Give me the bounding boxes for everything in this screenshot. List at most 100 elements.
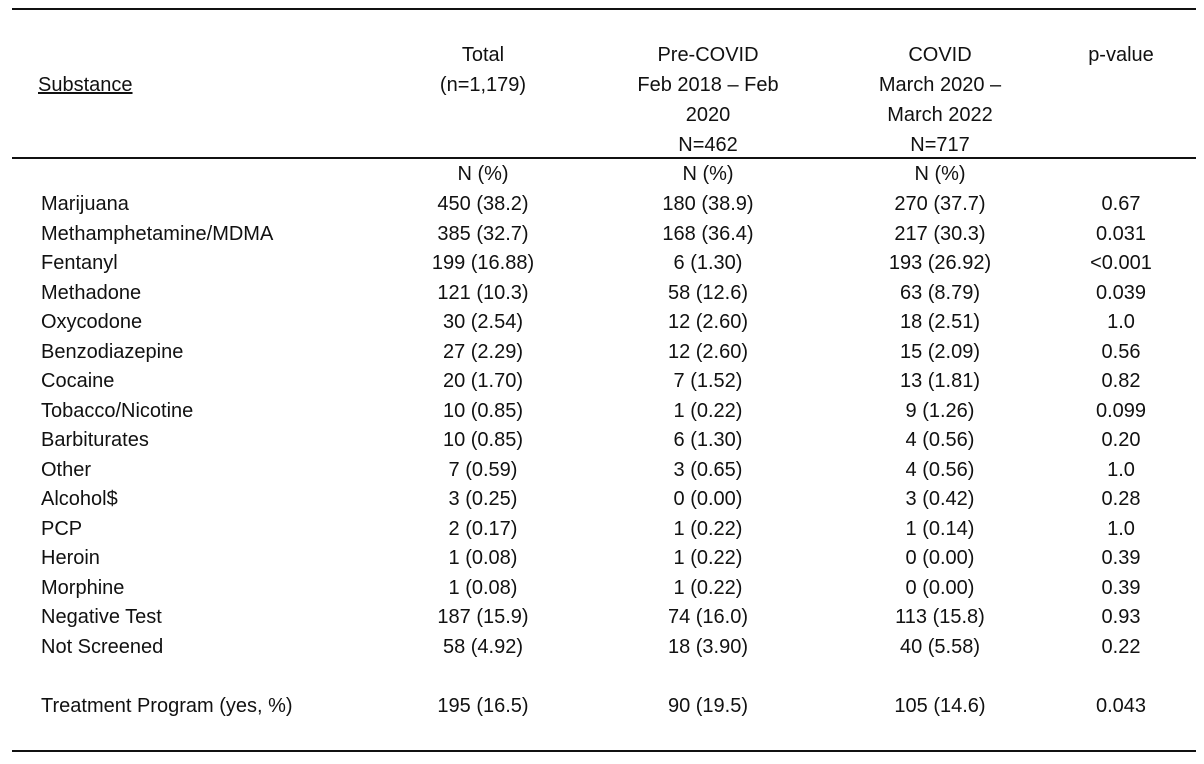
cell-pvalue: 0.043 <box>1095 695 1147 717</box>
cell-pvalue: 0.20 <box>1101 429 1141 451</box>
cell-pvalue: 1.0 <box>1107 517 1135 540</box>
cell-pvalue: 1.0 <box>1107 311 1135 333</box>
table-row: Heroin 1 (0.08) 1 (0.22) 0 (0.00) 0.39 <box>0 544 1204 574</box>
cell-substance: Methadone <box>41 281 142 304</box>
header-substance: Substance <box>38 74 133 96</box>
units-pre-covid: N (%) <box>682 163 734 185</box>
table-row: PCP 2 (0.17) 1 (0.22) 1 (0.14) 1.0 <box>0 515 1204 545</box>
table-row: Negative Test 187 (15.9) 74 (16.0) 113 (… <box>0 603 1204 633</box>
treatment-row: Treatment Program (yes, %) 195 (16.5) 90… <box>0 692 1204 722</box>
header-covid-line: N=717 <box>910 134 970 156</box>
cell-pvalue: 0.39 <box>1101 576 1141 599</box>
header-covid: COVID March 2020 – March 2022 N=717 <box>840 40 1040 160</box>
cell-pvalue: 0.67 <box>1101 193 1141 215</box>
cell-total: 10 (0.85) <box>442 429 524 451</box>
cell-total: 2 (0.17) <box>448 517 518 540</box>
header-pre-covid-line: Pre-COVID <box>657 44 759 66</box>
table-row: Tobacco/Nicotine 10 (0.85) 1 (0.22) 9 (1… <box>0 397 1204 427</box>
cell-pre-covid: 1 (0.22) <box>673 517 743 540</box>
cell-pre-covid: 1 (0.22) <box>673 547 743 569</box>
cell-total: 1 (0.08) <box>448 547 518 569</box>
header-pre-covid-line: N=462 <box>678 134 738 156</box>
cell-pre-covid: 58 (12.6) <box>667 281 749 304</box>
cell-total: 121 (10.3) <box>437 281 529 304</box>
cell-pvalue: 0.22 <box>1101 635 1141 658</box>
cell-pre-covid: 168 (36.4) <box>662 222 754 245</box>
cell-substance: Marijuana <box>41 193 129 215</box>
cell-total: 187 (15.9) <box>437 606 529 628</box>
cell-total: 199 (16.88) <box>431 252 535 274</box>
cell-total: 195 (16.5) <box>437 695 529 717</box>
cell-total: 385 (32.7) <box>437 222 529 245</box>
header-pre-covid: Pre-COVID Feb 2018 – Feb 2020 N=462 <box>608 40 808 160</box>
header-total-line: (n=1,179) <box>439 74 527 96</box>
cell-substance: Morphine <box>41 576 125 599</box>
cell-covid: 217 (30.3) <box>894 222 986 245</box>
cell-pre-covid: 12 (2.60) <box>667 340 749 363</box>
cell-pre-covid: 74 (16.0) <box>667 606 749 628</box>
header-bottom-rule <box>12 157 1196 159</box>
table-row: Oxycodone 30 (2.54) 12 (2.60) 18 (2.51) … <box>0 308 1204 338</box>
header-total-line: Total <box>461 44 505 66</box>
cell-covid: 63 (8.79) <box>899 281 981 304</box>
cell-substance: Negative Test <box>41 606 162 628</box>
cell-covid: 113 (15.8) <box>895 606 985 628</box>
cell-total: 30 (2.54) <box>442 311 524 333</box>
table-row: Fentanyl 199 (16.88) 6 (1.30) 193 (26.92… <box>0 249 1204 279</box>
cell-substance: Benzodiazepine <box>41 340 184 363</box>
cell-pre-covid: 1 (0.22) <box>673 576 743 599</box>
cell-pre-covid: 6 (1.30) <box>673 252 743 274</box>
cell-substance: Methamphetamine/MDMA <box>41 222 274 245</box>
header-covid-line: March 2020 – <box>878 74 1002 96</box>
cell-covid: 9 (1.26) <box>905 399 975 422</box>
table-row: Benzodiazepine 27 (2.29) 12 (2.60) 15 (2… <box>0 338 1204 368</box>
cell-substance: Barbiturates <box>41 429 149 451</box>
cell-substance: Alcohol$ <box>41 488 118 510</box>
table-row: Methamphetamine/MDMA 385 (32.7) 168 (36.… <box>0 220 1204 250</box>
cell-covid: 193 (26.92) <box>888 252 992 274</box>
header-pvalue-line: p-value <box>1088 44 1154 66</box>
header-covid-line: March 2022 <box>887 104 993 126</box>
cell-pvalue: 0.82 <box>1101 370 1141 392</box>
cell-covid: 4 (0.56) <box>905 458 975 481</box>
cell-substance: Fentanyl <box>41 252 118 274</box>
header-total: Total (n=1,179) <box>383 40 583 100</box>
cell-pre-covid: 180 (38.9) <box>662 193 754 215</box>
cell-pre-covid: 18 (3.90) <box>667 635 749 658</box>
cell-substance: Tobacco/Nicotine <box>41 399 194 422</box>
cell-substance: Heroin <box>41 547 100 569</box>
cell-covid: 3 (0.42) <box>905 488 975 510</box>
cell-pvalue: 0.93 <box>1101 606 1141 628</box>
table-row: Other 7 (0.59) 3 (0.65) 4 (0.56) 1.0 <box>0 456 1204 486</box>
cell-pvalue: 0.039 <box>1095 281 1147 304</box>
cell-pre-covid: 12 (2.60) <box>667 311 749 333</box>
table-row: Morphine 1 (0.08) 1 (0.22) 0 (0.00) 0.39 <box>0 574 1204 604</box>
cell-pvalue: <0.001 <box>1090 252 1152 274</box>
cell-pre-covid: 1 (0.22) <box>673 399 743 422</box>
cell-covid: 13 (1.81) <box>899 370 981 392</box>
cell-covid: 0 (0.00) <box>905 576 975 599</box>
cell-pvalue: 1.0 <box>1107 458 1135 481</box>
header-covid-line: COVID <box>908 44 972 66</box>
cell-substance: Cocaine <box>41 370 115 392</box>
cell-substance: Treatment Program (yes, %) <box>41 695 293 717</box>
table-row: Not Screened 58 (4.92) 18 (3.90) 40 (5.5… <box>0 633 1204 663</box>
cell-pre-covid: 7 (1.52) <box>673 370 743 392</box>
cell-pvalue: 0.099 <box>1095 399 1147 422</box>
table-row: Marijuana 450 (38.2) 180 (38.9) 270 (37.… <box>0 190 1204 220</box>
cell-pre-covid: 6 (1.30) <box>673 429 743 451</box>
cell-total: 10 (0.85) <box>442 399 524 422</box>
cell-pre-covid: 0 (0.00) <box>673 488 743 510</box>
cell-pvalue: 0.39 <box>1101 547 1141 569</box>
cell-total: 3 (0.25) <box>448 488 518 510</box>
units-total: N (%) <box>457 163 509 185</box>
cell-pre-covid: 90 (19.5) <box>667 695 749 717</box>
cell-covid: 270 (37.7) <box>894 193 986 215</box>
cell-covid: 15 (2.09) <box>899 340 981 363</box>
table-row: Cocaine 20 (1.70) 7 (1.52) 13 (1.81) 0.8… <box>0 367 1204 397</box>
cell-total: 7 (0.59) <box>448 458 518 481</box>
cell-covid: 0 (0.00) <box>905 547 975 569</box>
cell-pvalue: 0.56 <box>1101 340 1141 363</box>
cell-substance: PCP <box>41 517 83 540</box>
cell-total: 450 (38.2) <box>437 193 529 215</box>
